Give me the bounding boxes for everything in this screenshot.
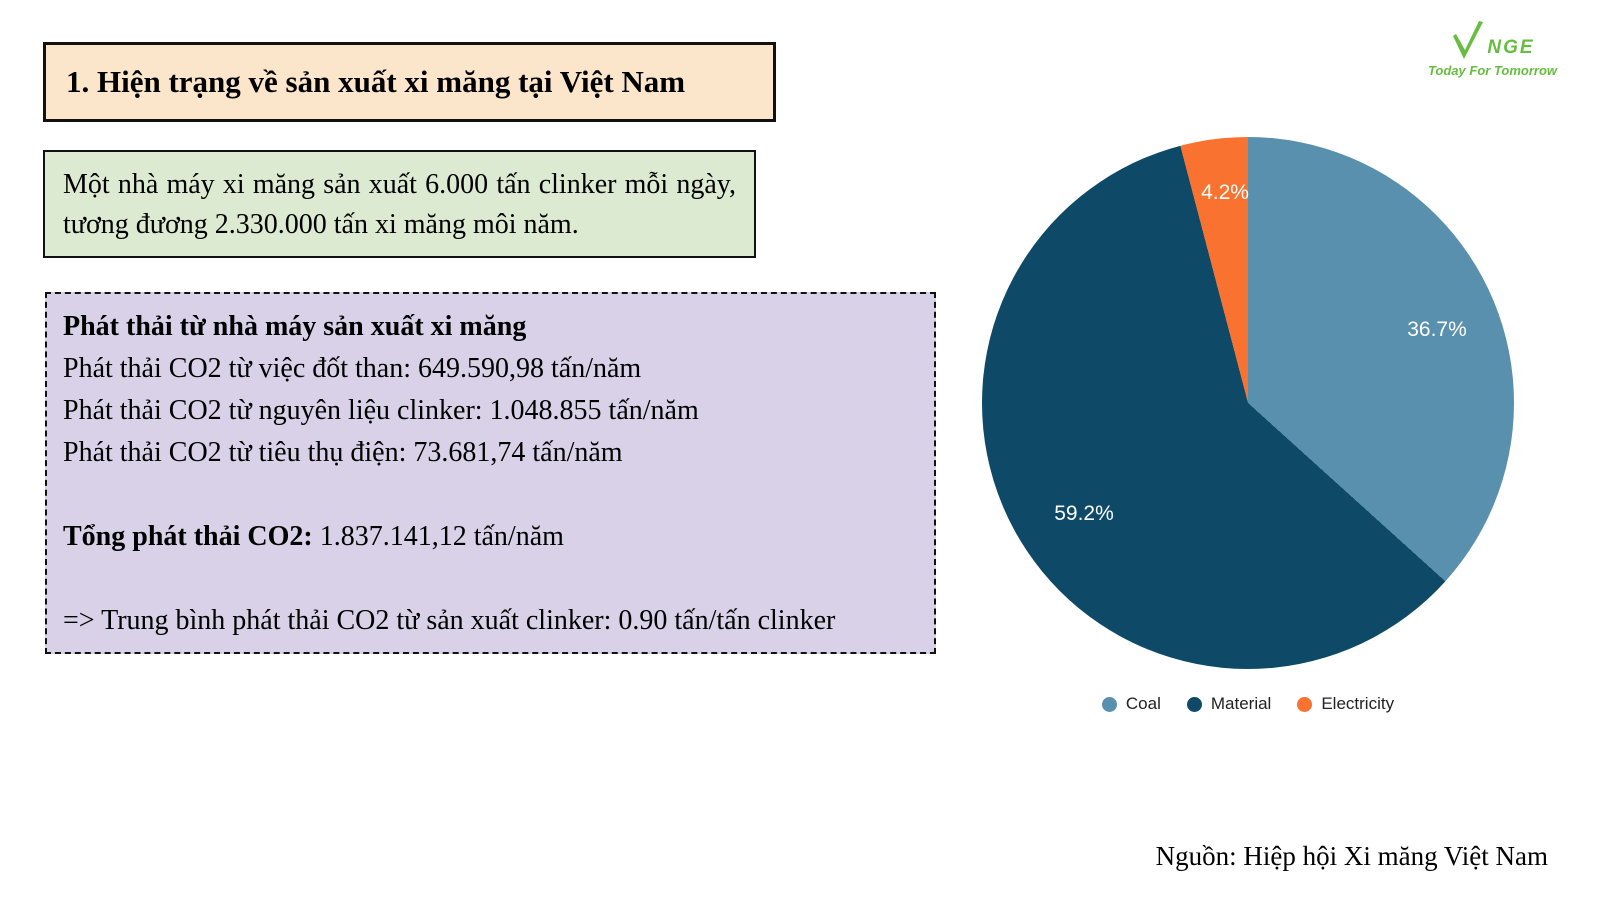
- legend-label: Coal: [1125, 694, 1161, 713]
- chart-legend: Coal Material Electricity: [982, 694, 1514, 714]
- total-value: 1.837.141,12 tấn/năm: [312, 521, 564, 552]
- legend-label: Material: [1210, 694, 1272, 713]
- legend-item-material: Material: [1186, 694, 1272, 714]
- legend-item-coal: Coal: [1101, 694, 1161, 714]
- legend-swatch: [1297, 696, 1313, 712]
- v-check-icon: [1453, 21, 1484, 59]
- spacer: [63, 474, 918, 516]
- legend-item-electricity: Electricity: [1297, 694, 1394, 714]
- pie-label-electricity: 4.2%: [1201, 181, 1249, 204]
- title-box: 1. Hiện trạng về sản xuất xi măng tại Vi…: [43, 42, 776, 122]
- emission-line-clinker: Phát thải CO2 từ nguyên liệu clinker: 1.…: [63, 395, 699, 426]
- emissions-box: Phát thải từ nhà máy sản xuất xi măng Ph…: [45, 292, 936, 654]
- vnge-logo: NGE Today For Tomorrow: [1420, 20, 1565, 78]
- pie-label-coal: 36.7%: [1407, 318, 1467, 341]
- logo-tagline: Today For Tomorrow: [1427, 63, 1558, 78]
- emission-line-coal: Phát thải CO2 từ việc đốt than: 649.590,…: [63, 353, 642, 384]
- emission-line-electricity: Phát thải CO2 từ tiêu thụ điện: 73.681,7…: [63, 437, 623, 468]
- intro-box: Một nhà máy xi măng sản xuất 6.000 tấn c…: [43, 150, 756, 258]
- legend-swatch: [1101, 696, 1117, 712]
- pie-label-material: 59.2%: [1054, 502, 1114, 525]
- total-label: Tổng phát thải CO2:: [63, 521, 313, 552]
- spacer: [63, 558, 918, 600]
- intro-text: Một nhà máy xi măng sản xuất 6.000 tấn c…: [63, 169, 736, 240]
- total-line: Tổng phát thải CO2: 1.837.141,12 tấn/năm: [63, 516, 918, 558]
- legend-label: Electricity: [1321, 694, 1395, 713]
- source-text: Nguồn: Hiệp hội Xi măng Việt Nam: [1155, 841, 1548, 871]
- logo-text: NGE: [1487, 37, 1535, 58]
- pie-chart: 36.7% 59.2% 4.2%: [982, 137, 1514, 669]
- conclusion-line: => Trung bình phát thải CO2 từ sản xuất …: [63, 605, 836, 636]
- legend-swatch: [1186, 696, 1202, 712]
- logo-row: NGE: [1420, 20, 1565, 62]
- emissions-heading: Phát thải từ nhà máy sản xuất xi măng: [63, 311, 527, 342]
- page-title: 1. Hiện trạng về sản xuất xi măng tại Vi…: [66, 64, 686, 99]
